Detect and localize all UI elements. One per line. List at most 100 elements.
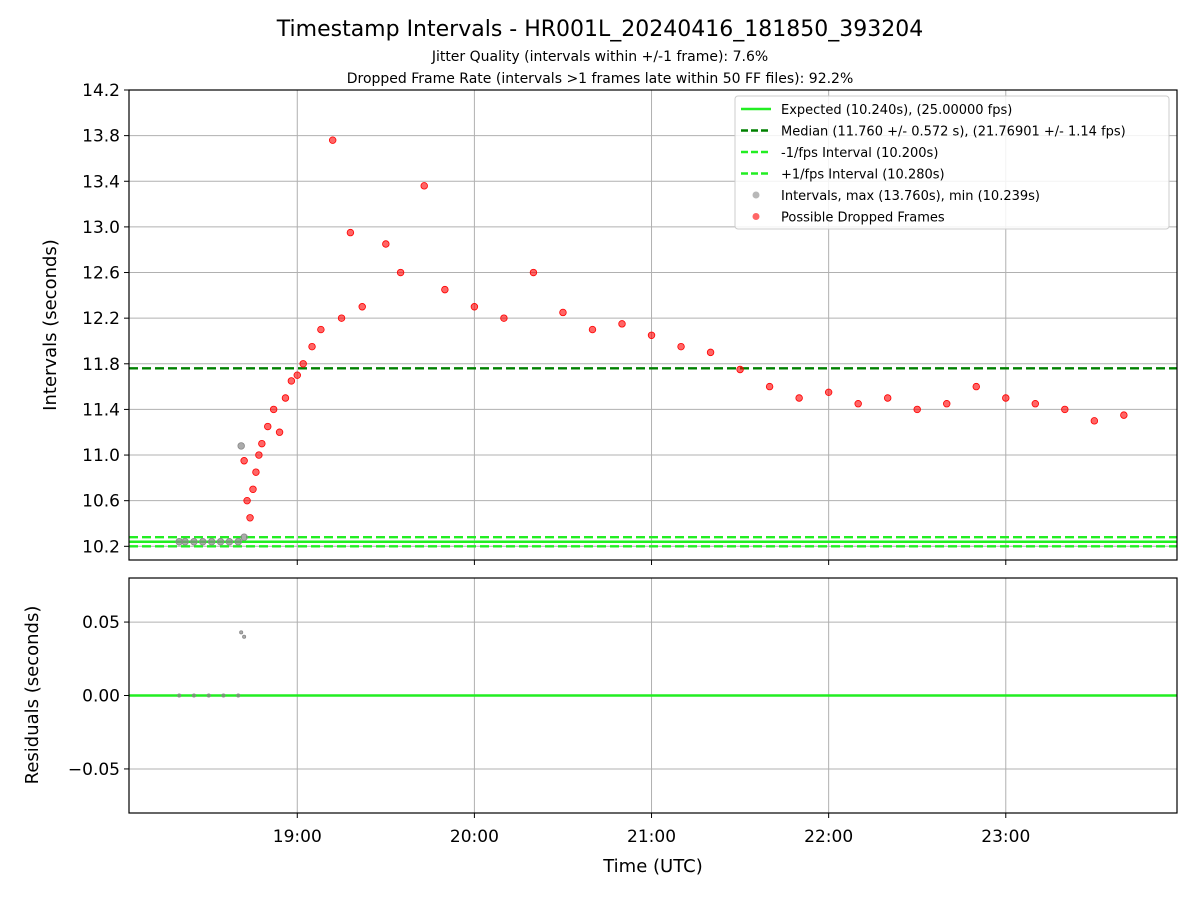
dropped-frame-point — [470, 303, 479, 311]
y-tick-label: 11.0 — [82, 446, 120, 466]
dropped-frame-point — [1120, 411, 1128, 419]
dropped-frame-point — [328, 136, 337, 144]
y-tick-label: 13.0 — [82, 218, 120, 238]
dropped-frame-point — [293, 371, 301, 379]
y-tick-label: 14.2 — [82, 81, 120, 101]
y-tick-label: 0.05 — [82, 613, 120, 633]
dropped-frame-point — [382, 240, 390, 248]
dropped-frame-point — [795, 394, 803, 402]
legend-label: Expected (10.240s), (25.00000 fps) — [781, 103, 1012, 118]
dropped-frame-point — [500, 314, 508, 322]
dropped-frame-point — [1090, 417, 1099, 425]
dropped-frame-point — [529, 268, 538, 277]
interval-point — [177, 693, 182, 698]
dropped-frame-point — [588, 325, 597, 334]
x-tick-label: 19:00 — [273, 827, 322, 847]
dropped-frame-point — [647, 331, 656, 339]
jitter-quality-subtitle: Jitter Quality (intervals within +/-1 fr… — [431, 49, 768, 65]
legend-label: +1/fps Interval (10.280s) — [781, 168, 945, 183]
dropped-frame-point — [824, 388, 833, 397]
dropped-frame-point — [396, 268, 405, 277]
legend-label: Intervals, max (13.760s), min (10.239s) — [781, 189, 1040, 204]
dropped-frame-point — [441, 285, 449, 294]
dropped-frame-point — [337, 314, 346, 322]
interval-point — [207, 538, 216, 546]
x-tick-label: 23:00 — [981, 827, 1030, 847]
dropped-frame-point — [358, 303, 366, 311]
dropped-frame-point — [346, 228, 355, 237]
residuals-points — [177, 630, 247, 698]
dropped-frame-point — [559, 308, 567, 317]
dropped-frame-point — [243, 496, 251, 505]
dropped-frame-point — [972, 382, 980, 391]
legend-label: Possible Dropped Frames — [781, 211, 945, 226]
interval-point — [199, 538, 207, 546]
interval-point — [239, 630, 244, 635]
dropped-frame-point — [677, 342, 685, 351]
legend-item: Intervals, max (13.760s), min (10.239s) — [752, 189, 1040, 204]
legend: Expected (10.240s), (25.00000 fps) Median… — [734, 95, 1170, 230]
dropped-frame-point — [255, 451, 263, 459]
residuals-y-ticks: −0.05 0.00 0.05 — [68, 613, 129, 780]
y-tick-label: 12.2 — [82, 309, 120, 329]
interval-point — [225, 538, 234, 546]
dropped-frame-point — [618, 320, 626, 328]
legend-label: Median (11.760 +/- 0.572 s), (21.76901 +… — [781, 125, 1126, 140]
interval-point — [191, 693, 196, 698]
intervals-axes-frame — [128, 89, 1178, 561]
dropped-frame-point — [1002, 394, 1010, 402]
legend-item: +1/fps Interval (10.280s) — [741, 168, 945, 183]
interval-point — [237, 442, 245, 450]
dropped-frame-point — [240, 457, 248, 465]
y-tick-label: −0.05 — [68, 760, 120, 780]
dropped-frame-point — [287, 377, 296, 385]
residuals-panel: −0.050.000.05 19:00 20:00 21:00 22:00 23:00 … — [22, 577, 1178, 877]
dropped-frame-point — [913, 405, 921, 414]
legend-box — [734, 95, 1170, 230]
x-tick-label: 21:00 — [627, 827, 676, 847]
interval-point — [206, 693, 211, 698]
dropped-frame-point — [943, 400, 951, 408]
y-tick-label: 11.4 — [82, 400, 120, 420]
chart-title: Timestamp Intervals - HR001L_20240416_18… — [276, 17, 923, 42]
interval-point — [216, 538, 225, 546]
intervals-panel: 10.2 10.6 11.0 11.4 11.8 12.2 12.6 13.0 13.4 13.8… — [40, 81, 1178, 565]
dropped-frame-point — [1061, 405, 1069, 414]
dropped-frame-point — [249, 485, 257, 493]
y-tick-label: 12.6 — [82, 264, 120, 284]
y-tick-label: 0.00 — [82, 687, 120, 707]
dropped-frame-point — [308, 342, 316, 351]
legend-marker — [752, 191, 760, 199]
x-tick-label: 22:00 — [804, 827, 853, 847]
dropped-frame-point — [420, 182, 428, 190]
dropped-frame-point — [706, 348, 715, 357]
y-tick-label: 13.8 — [82, 127, 120, 147]
dropped-frame-point — [275, 428, 284, 436]
intervals-points — [175, 136, 1128, 546]
x-tick-label: 20:00 — [450, 827, 499, 847]
legend-item: -1/fps Interval (10.200s) — [741, 146, 938, 161]
dropped-frame-point — [736, 365, 744, 374]
y-tick-label: 10.2 — [82, 537, 120, 557]
dropped-frame-point — [765, 382, 774, 391]
interval-point — [242, 634, 247, 639]
interval-point — [234, 538, 242, 546]
interval-point — [240, 533, 248, 541]
legend-item: Expected (10.240s), (25.00000 fps) — [741, 103, 1012, 118]
dropped-frame-point — [1031, 400, 1039, 408]
x-axis-label: Time (UTC) — [602, 856, 703, 877]
legend-label: -1/fps Interval (10.200s) — [781, 146, 938, 161]
dropped-frame-point — [258, 439, 266, 448]
dropped-frame-point — [317, 325, 325, 334]
interval-point — [236, 693, 241, 698]
dropped-frame-point — [281, 394, 290, 402]
residuals-x-ticks: 19:00 20:00 21:00 22:00 23:00 — [273, 813, 1030, 847]
interval-point — [221, 693, 226, 698]
dropped-frame-point — [854, 400, 862, 408]
intervals-y-axis-label: Intervals (seconds) — [40, 239, 61, 411]
y-tick-label: 13.4 — [82, 172, 120, 192]
dropped-frame-point — [269, 405, 278, 414]
dropped-frame-point — [252, 468, 260, 476]
legend-item: Median (11.760 +/- 0.572 s), (21.76901 +… — [741, 125, 1126, 140]
